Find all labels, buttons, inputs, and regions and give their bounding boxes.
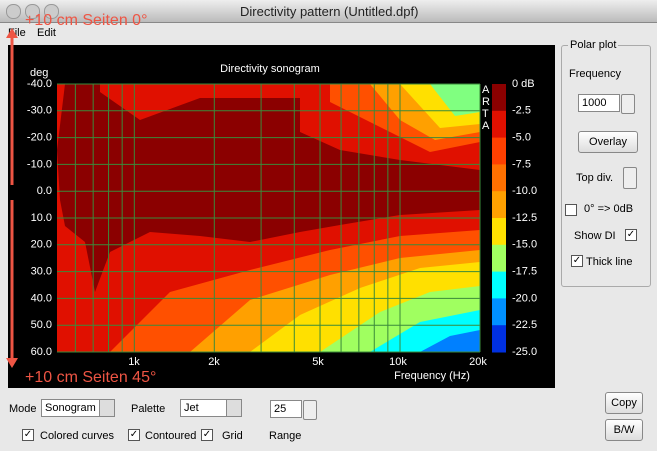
colorbar-label: -7.5 [512, 158, 531, 170]
label: Grid [222, 430, 243, 442]
checkbox[interactable] [565, 204, 577, 216]
colorbar-label: -17.5 [512, 266, 537, 278]
label: Thick line [586, 256, 633, 268]
y-tick-label: 60.0 [31, 346, 52, 358]
colorbar-band [492, 244, 506, 273]
colorbar-label: 0 dB [512, 78, 535, 90]
colorbar-band [492, 164, 506, 192]
overlay-button[interactable]: Overlay [578, 131, 638, 153]
y-tick-label: -20.0 [27, 132, 52, 144]
grid [57, 83, 481, 353]
sonogram-chart: Directivity sonogram deg Frequency (Hz) … [6, 28, 555, 388]
y-tick-label: -30.0 [27, 105, 52, 117]
label: Mode [9, 403, 37, 415]
y-axis-label: deg [30, 67, 48, 79]
copy-button[interactable]: Copy [605, 392, 643, 414]
bw-button[interactable]: B/W [605, 419, 643, 441]
frequency-input[interactable]: 1000 [578, 94, 620, 112]
label: Show DI [574, 230, 616, 242]
heatmap-region [420, 330, 480, 352]
colorbar-band [492, 298, 506, 326]
label: Range [269, 430, 302, 442]
colorbar-label: -10.0 [512, 185, 537, 197]
top-div-stepper[interactable] [623, 167, 637, 189]
minimize-button[interactable] [25, 4, 40, 19]
colorbar-band [492, 325, 506, 353]
menu-item[interactable]: Edit [37, 27, 56, 39]
label: Contoured [145, 430, 197, 442]
checkbox[interactable]: ✓ [625, 229, 637, 241]
y-tick-label: 0.0 [37, 185, 52, 197]
checkbox[interactable]: ✓ [201, 429, 213, 441]
y-tick-label: 20.0 [31, 239, 52, 251]
y-tick-label: 50.0 [31, 319, 52, 331]
palette-select[interactable]: Jet [180, 399, 242, 417]
polar-group [561, 45, 651, 287]
colorbar-label: -5.0 [512, 132, 531, 144]
colorbar-label: -22.5 [512, 319, 537, 331]
range-stepper[interactable] [303, 400, 317, 420]
select-arrow [226, 400, 241, 416]
y-tick-label: 10.0 [31, 212, 52, 224]
checkbox[interactable]: ✓ [571, 255, 583, 267]
y-tick-label: -10.0 [27, 158, 52, 170]
colorbar-label: -20.0 [512, 292, 537, 304]
colorbar-band [492, 84, 506, 112]
colorbar-band [492, 218, 506, 246]
x-tick-label: 10k [389, 356, 407, 368]
range-input[interactable]: 25 [270, 400, 302, 418]
label: Colored curves [40, 430, 114, 442]
checkbox[interactable]: ✓ [128, 429, 140, 441]
frequency-stepper[interactable] [621, 94, 635, 114]
label: Frequency [569, 68, 621, 80]
plot-title: Directivity sonogram [220, 63, 320, 75]
x-tick-label: 1k [128, 356, 140, 368]
y-tick-label: -40.0 [27, 78, 52, 90]
label: Palette [131, 403, 166, 415]
annotation-arrow [6, 28, 18, 38]
mode-select[interactable]: Sonogram [41, 399, 115, 417]
select-arrow [99, 400, 114, 416]
heatmap-region [57, 84, 480, 292]
x-tick-label: 2k [208, 356, 220, 368]
colorbar-band [492, 137, 506, 165]
colorbar-band [492, 191, 506, 219]
heatmap-region [430, 84, 480, 116]
group-label: Polar plot [568, 39, 619, 51]
annotation: +10 cm Seiten 45° [25, 369, 157, 386]
zoom-button[interactable] [44, 4, 59, 19]
watermark: ARTA [482, 84, 490, 132]
annotation-arrow [6, 358, 18, 368]
window-title: Directivity pattern (Untitled.dpf) [240, 4, 419, 19]
colorbar-band [492, 110, 506, 139]
y-tick-label: 40.0 [31, 292, 52, 304]
colorbar-label: -25.0 [512, 346, 537, 358]
colorbar-label: -2.5 [512, 105, 531, 117]
x-tick-label: 20k [469, 356, 487, 368]
annotation: +10 cm Seiten 0° [25, 12, 148, 29]
close-button[interactable] [6, 4, 21, 19]
colorbar-label: -12.5 [512, 212, 537, 224]
checkbox[interactable]: ✓ [22, 429, 34, 441]
y-tick-label: 30.0 [31, 266, 52, 278]
colorbar-band [492, 271, 506, 299]
select-value: Jet [184, 402, 199, 414]
x-axis-label: Frequency (Hz) [394, 370, 470, 382]
label: Top div. [576, 172, 614, 184]
x-tick-label: 5k [312, 356, 324, 368]
select-value: Sonogram [45, 402, 96, 414]
label: 0° => 0dB [584, 203, 634, 215]
colorbar-label: -15.0 [512, 239, 537, 251]
title-bar [0, 0, 657, 23]
